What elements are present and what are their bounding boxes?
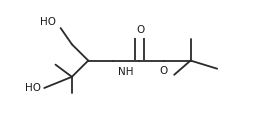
Text: NH: NH — [118, 67, 133, 77]
Text: O: O — [160, 66, 168, 76]
Text: O: O — [136, 25, 145, 35]
Text: HO: HO — [40, 17, 55, 27]
Text: HO: HO — [25, 83, 41, 93]
